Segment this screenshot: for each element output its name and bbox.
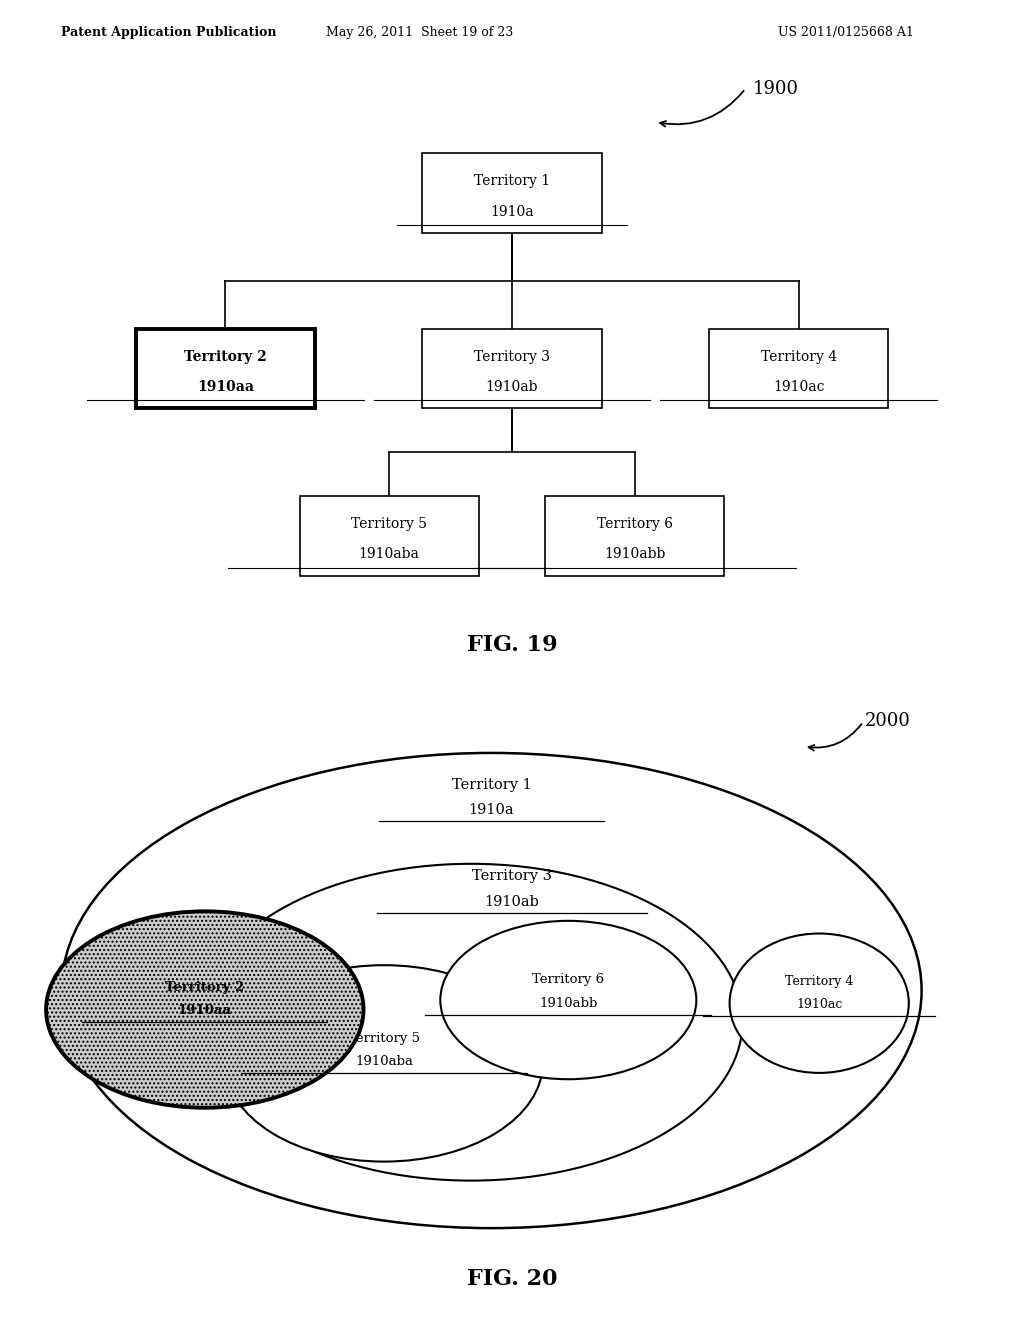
Text: FIG. 19: FIG. 19 (467, 634, 557, 656)
Text: 1910aba: 1910aba (355, 1055, 413, 1068)
Text: Territory 6: Territory 6 (597, 517, 673, 531)
Text: 1910ab: 1910ab (484, 895, 540, 909)
FancyBboxPatch shape (709, 329, 888, 408)
Circle shape (440, 921, 696, 1080)
Text: 1910ac: 1910ac (796, 998, 843, 1011)
Text: 1910aa: 1910aa (178, 1005, 231, 1018)
Text: 1910abb: 1910abb (539, 997, 598, 1010)
Text: Territory 3: Territory 3 (472, 870, 552, 883)
Text: 1910ac: 1910ac (773, 380, 824, 395)
Ellipse shape (61, 752, 922, 1228)
Text: Territory 4: Territory 4 (761, 350, 837, 364)
Ellipse shape (729, 933, 909, 1073)
Text: Territory 5: Territory 5 (348, 1031, 420, 1044)
FancyBboxPatch shape (422, 153, 601, 232)
FancyBboxPatch shape (422, 329, 601, 408)
Text: Territory 5: Territory 5 (351, 517, 427, 531)
Text: 1910a: 1910a (490, 205, 534, 219)
Text: 1910abb: 1910abb (604, 548, 666, 561)
Ellipse shape (200, 863, 742, 1180)
Text: Territory 1: Territory 1 (452, 777, 531, 792)
Text: 1900: 1900 (753, 79, 799, 98)
Text: US 2011/0125668 A1: US 2011/0125668 A1 (778, 26, 914, 40)
Text: FIG. 20: FIG. 20 (467, 1267, 557, 1290)
FancyBboxPatch shape (135, 329, 315, 408)
Text: Territory 2: Territory 2 (165, 981, 245, 994)
Text: Territory 4: Territory 4 (785, 974, 853, 987)
Text: Territory 1: Territory 1 (474, 174, 550, 189)
Text: Territory 3: Territory 3 (474, 350, 550, 364)
Text: 1910aba: 1910aba (358, 548, 420, 561)
Text: May 26, 2011  Sheet 19 of 23: May 26, 2011 Sheet 19 of 23 (327, 26, 513, 40)
Text: Territory 2: Territory 2 (184, 350, 266, 364)
FancyBboxPatch shape (299, 496, 478, 576)
Circle shape (225, 965, 543, 1162)
Text: 2000: 2000 (865, 713, 911, 730)
Text: 1910ab: 1910ab (485, 380, 539, 395)
Circle shape (46, 911, 364, 1107)
FancyBboxPatch shape (545, 496, 725, 576)
Text: 1910aa: 1910aa (197, 380, 254, 395)
Text: Patent Application Publication: Patent Application Publication (61, 26, 276, 40)
Text: 1910a: 1910a (469, 803, 514, 817)
Text: Territory 6: Territory 6 (532, 973, 604, 986)
